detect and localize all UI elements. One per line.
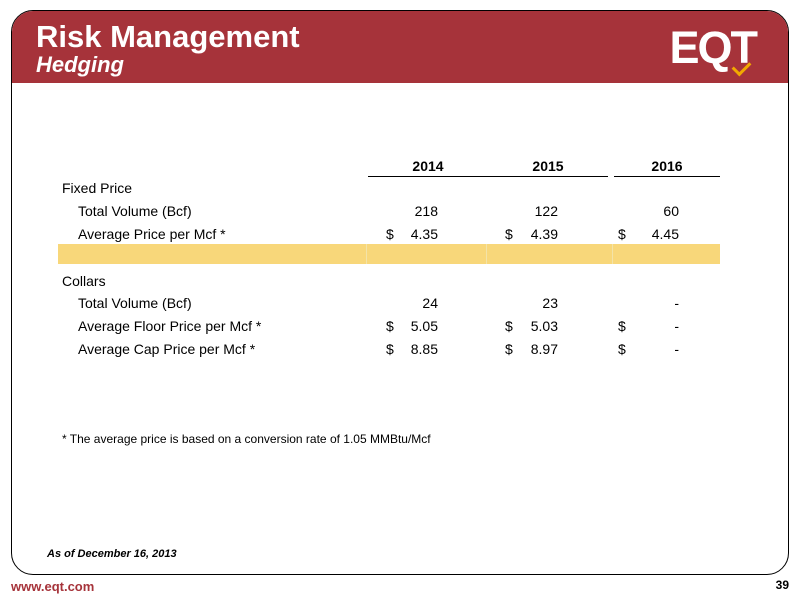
slide-subtitle: Hedging (36, 52, 124, 77)
currency-symbol: $ (505, 341, 513, 357)
table-row: Total Volume (Bcf) 24 23 - (62, 295, 722, 315)
currency-symbol: $ (618, 226, 626, 242)
row-label: Average Floor Price per Mcf * (78, 318, 262, 334)
cell-value: 4.39 (530, 226, 558, 242)
page-number: 39 (775, 578, 789, 592)
cell-value: 5.03 (530, 318, 558, 334)
cell-value: 5.05 (410, 318, 438, 334)
cell-value: - (674, 318, 679, 334)
cell-value: 4.45 (651, 226, 679, 242)
cell-value: 8.85 (410, 341, 438, 357)
section-label-fixed-price: Fixed Price (62, 180, 133, 196)
currency-symbol: $ (386, 341, 394, 357)
section-row: Collars (62, 273, 722, 293)
currency-symbol: $ (505, 318, 513, 334)
highlight-divider (366, 244, 367, 264)
highlight-divider (612, 244, 613, 264)
eqt-logo: EQT (669, 22, 758, 73)
cell-value: 8.97 (530, 341, 558, 357)
slide-header: Risk Management Hedging EQT (12, 11, 788, 83)
section-row: Fixed Price (62, 180, 722, 200)
cell-value: 122 (534, 203, 558, 219)
row-label: Total Volume (Bcf) (78, 295, 192, 311)
cell-value: - (674, 341, 679, 357)
column-header-2014: 2014 (368, 158, 488, 177)
currency-symbol: $ (386, 318, 394, 334)
highlight-divider (486, 244, 487, 264)
row-label: Total Volume (Bcf) (78, 203, 192, 219)
cell-value: 60 (663, 203, 679, 219)
row-label: Average Cap Price per Mcf * (78, 341, 256, 357)
footnote: * The average price is based on a conver… (62, 432, 431, 446)
cell-value: 24 (422, 295, 438, 311)
column-header-2015: 2015 (488, 158, 608, 177)
slide-frame: Risk Management Hedging EQT (11, 10, 789, 575)
as-of-date: As of December 16, 2013 (47, 548, 177, 560)
currency-symbol: $ (505, 226, 513, 242)
slide-title: Risk Management (36, 19, 300, 54)
table-row: Average Cap Price per Mcf * $ 8.85 $ 8.9… (62, 341, 722, 361)
section-label-collars: Collars (62, 273, 106, 289)
cell-value: - (674, 295, 679, 311)
cell-value: 218 (414, 203, 438, 219)
table-row: Average Floor Price per Mcf * $ 5.05 $ 5… (62, 318, 722, 338)
row-label: Average Price per Mcf * (78, 226, 226, 242)
table-row: Average Price per Mcf * $ 4.35 $ 4.39 $ … (62, 226, 722, 246)
cell-value: 4.35 (410, 226, 438, 242)
highlight-separator-row (58, 244, 720, 264)
currency-symbol: $ (618, 341, 626, 357)
cell-value: 23 (542, 295, 558, 311)
table-row: Total Volume (Bcf) 218 122 60 (62, 203, 722, 223)
currency-symbol: $ (386, 226, 394, 242)
column-header-2016: 2016 (614, 158, 720, 177)
currency-symbol: $ (618, 318, 626, 334)
website-link[interactable]: www.eqt.com (11, 579, 95, 594)
